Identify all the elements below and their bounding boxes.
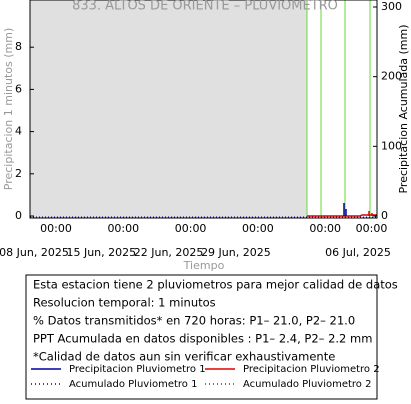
legend-label: Precipitacion Pluviometro 2 <box>243 364 380 375</box>
notes-box <box>25 274 378 400</box>
x-tick-time: 00:00 <box>175 222 207 235</box>
note-line: PPT Acumulada en datos disponibles : P1–… <box>33 332 372 346</box>
y-tick-label: 8 <box>15 40 22 53</box>
y2-tick-label: 100 <box>381 139 402 152</box>
x-tick-time: 00:00 <box>40 222 72 235</box>
chart-title: 833. ALTOS DE ORIENTE – PLUVIOMETRO <box>72 0 338 14</box>
legend-label: Precipitacion Pluviometro 1 <box>69 364 206 375</box>
y2-axis-title: Precipitacion Acumulada (mm) <box>397 24 410 193</box>
x-tick-time: 00:00 <box>242 222 274 235</box>
y-tick-label: 0 <box>15 209 22 222</box>
y-tick-label: 4 <box>15 125 22 138</box>
y-tick-label: 2 <box>15 167 22 180</box>
x-tick-date: 29 Jun, 2025 <box>201 246 271 259</box>
x-tick-time: 00:00 <box>107 222 139 235</box>
y-tick-label: 6 <box>15 82 22 95</box>
series-spike <box>343 203 347 216</box>
note-line: Esta estacion tiene 2 pluviometros para … <box>33 278 398 292</box>
y2-tick-label: 300 <box>381 0 402 13</box>
series-spike <box>368 211 373 216</box>
event-lines <box>306 0 371 218</box>
x-tick-time: 00:00 <box>309 222 341 235</box>
y-axis-title: Precipitacion 1 minutos (mm) <box>2 28 15 190</box>
legend-label: Acumulado Pluviometro 2 <box>243 379 371 390</box>
plot-frame <box>29 0 378 219</box>
x-tick-date: 06 Jul, 2025 <box>325 246 391 259</box>
x-tick-date: 08 Jun, 2025 <box>0 246 69 259</box>
note-line: *Calidad de datos aun sin verificar exha… <box>33 350 335 364</box>
x-tick-date: 15 Jun, 2025 <box>66 246 136 259</box>
y2-tick-label: 0 <box>381 209 388 222</box>
no-data-region <box>30 0 307 218</box>
x-tick-time: 00:00 <box>356 222 388 235</box>
note-line: Resolucion temporal: 1 minutos <box>33 296 216 310</box>
series-trace <box>307 214 377 217</box>
note-line: % Datos transmitidos* en 720 horas: P1– … <box>33 314 355 328</box>
x-axis-title: Tiempo <box>183 259 225 272</box>
legend-label: Acumulado Pluviometro 1 <box>69 379 197 390</box>
y2-tick-label: 200 <box>381 70 402 83</box>
x-tick-date: 22 Jun, 2025 <box>134 246 204 259</box>
